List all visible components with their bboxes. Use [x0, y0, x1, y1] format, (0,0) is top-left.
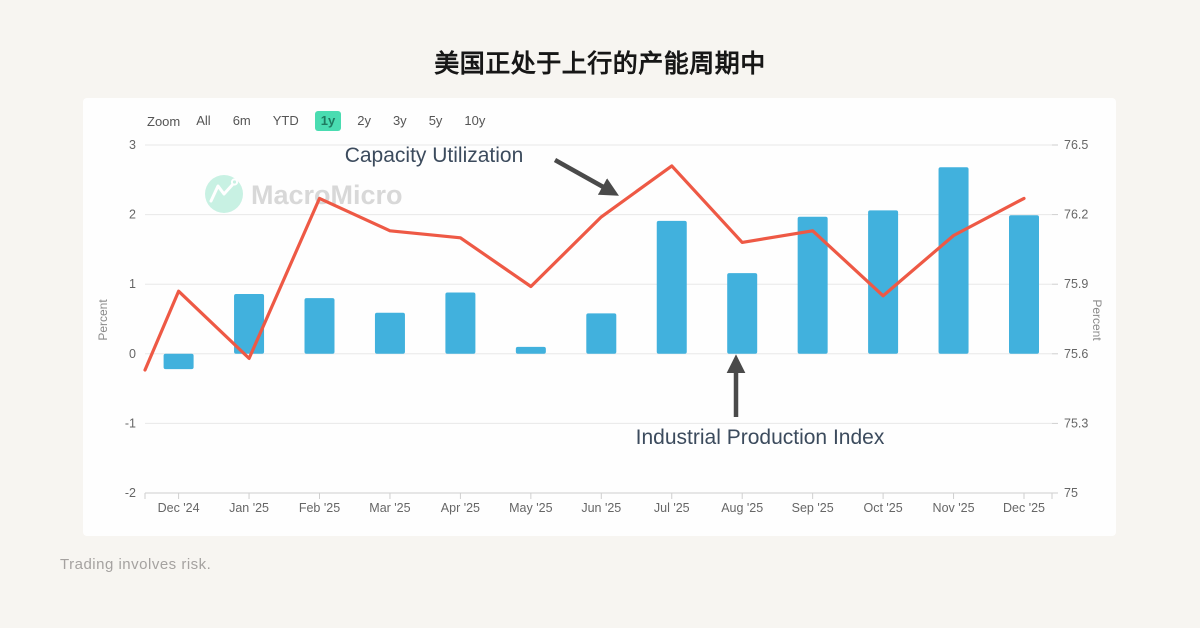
x-axis-label: Feb '25	[299, 501, 340, 515]
capacity-utilization-arrow	[553, 158, 619, 196]
left-axis-tick: 0	[129, 347, 136, 361]
bar-Oct '25[interactable]	[868, 210, 899, 354]
macromicro-watermark: MacroMicro	[205, 175, 403, 213]
chart-canvas[interactable]: MacroMicro 3 2 1 0 -1 -2 76.5 76.2 75.9 75.6 75.3 75…	[83, 98, 1116, 536]
bar-series[interactable]	[163, 167, 1039, 370]
watermark-text: MacroMicro	[251, 180, 403, 210]
range-button-ytd[interactable]: YTD	[267, 111, 305, 131]
x-axis-label: Nov '25	[933, 501, 975, 515]
right-axis-tick: 76.2	[1064, 208, 1088, 222]
right-axis-tick: 75.3	[1064, 416, 1088, 430]
annotation-capacity-utilization: Capacity Utilization	[344, 144, 524, 167]
bar-Jan '25[interactable]	[234, 293, 265, 354]
x-axis-label: Jul '25	[654, 501, 690, 515]
annotation-industrial-production-index: Industrial Production Index	[635, 426, 885, 449]
range-button-10y[interactable]: 10y	[458, 111, 491, 131]
right-axis-tick: 75.6	[1064, 347, 1088, 361]
x-axis-label: Mar '25	[369, 501, 410, 515]
right-axis-tick: 76.5	[1064, 138, 1088, 152]
x-axis-label: Dec '24	[158, 501, 200, 515]
bar-May '25[interactable]	[515, 346, 546, 354]
right-axis-tick: 75.9	[1064, 277, 1088, 291]
left-axis-tick: 1	[129, 277, 136, 291]
range-button-6m[interactable]: 6m	[227, 111, 257, 131]
left-axis-tick: 2	[129, 208, 136, 222]
disclaimer-text: Trading involves risk.	[60, 556, 212, 573]
range-button-1y[interactable]: 1y	[314, 111, 342, 131]
chart-card: MacroMicro 3 2 1 0 -1 -2 76.5 76.2 75.9 75.6 75.3 75…	[83, 98, 1116, 536]
axes	[144, 144, 1058, 499]
bar-Nov '25[interactable]	[938, 167, 969, 354]
x-axis-label: Dec '25	[1003, 501, 1045, 515]
range-button-2y[interactable]: 2y	[351, 111, 377, 131]
range-button-3y[interactable]: 3y	[387, 111, 413, 131]
left-axis-tick: 3	[129, 138, 136, 152]
bar-Feb '25[interactable]	[304, 298, 335, 354]
bar-Dec '24[interactable]	[163, 353, 194, 370]
bar-Aug '25[interactable]	[727, 273, 758, 354]
bar-Jul '25[interactable]	[656, 220, 687, 354]
zoom-toolbar-label: Zoom	[147, 113, 181, 129]
x-axis-label: Aug '25	[721, 501, 763, 515]
right-axis-title: Percent	[1090, 299, 1104, 341]
zoom-range-toolbar: Zoom All 6m YTD 1y 2y 3y 5y 10y	[147, 110, 491, 132]
left-axis-tick: -1	[125, 416, 136, 430]
line-series[interactable]	[143, 164, 1026, 372]
x-axis-label: May '25	[509, 501, 552, 515]
bar-Sep '25[interactable]	[797, 216, 828, 354]
gridlines	[145, 144, 1052, 424]
annotation-arrows	[553, 158, 746, 417]
x-axis-label: Jan '25	[229, 501, 269, 515]
bar-Dec '25[interactable]	[1009, 215, 1039, 354]
x-axis-label: Jun '25	[581, 501, 621, 515]
axis-labels: 3 2 1 0 -1 -2 76.5 76.2 75.9 75.6 75.3 75 Dec '24 Jan…	[125, 138, 1089, 515]
left-axis-tick: -2	[125, 486, 136, 500]
bar-Mar '25[interactable]	[374, 312, 405, 354]
right-axis-tick: 75	[1064, 486, 1078, 500]
x-axis-label: Oct '25	[863, 501, 902, 515]
bar-Jun '25[interactable]	[586, 313, 617, 354]
x-axis-label: Sep '25	[792, 501, 834, 515]
x-axis-label: Apr '25	[441, 501, 480, 515]
page-title: 美国正处于上行的产能周期中	[434, 50, 766, 78]
range-button-all[interactable]: All	[190, 111, 216, 131]
left-axis-title: Percent	[96, 299, 110, 341]
range-button-5y[interactable]: 5y	[423, 111, 449, 131]
bar-Apr '25[interactable]	[445, 292, 476, 354]
